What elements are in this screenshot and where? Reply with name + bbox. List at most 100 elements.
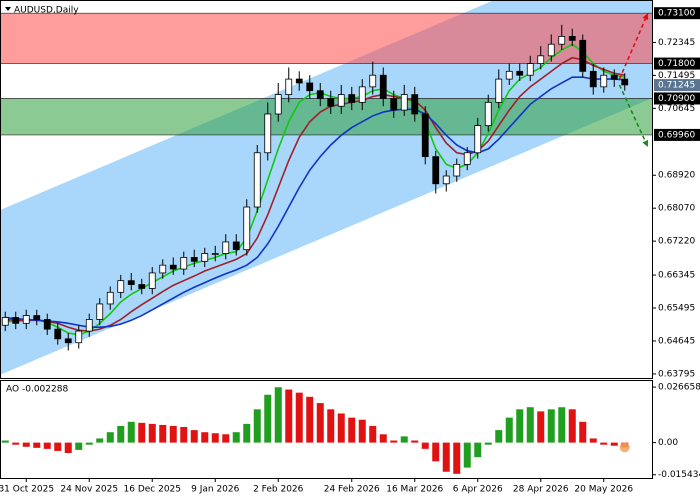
candle-body — [537, 55, 545, 64]
candle-body — [453, 163, 461, 177]
candle-body — [558, 36, 566, 45]
candle-body — [148, 272, 156, 289]
candle-body — [379, 74, 387, 99]
axes: 0.72345 0.71495 0.70645 0.68920 0.68070 0.672… — [0, 7, 700, 495]
candle-body — [463, 152, 471, 165]
y-tick-label: 0.71495 — [658, 71, 695, 81]
candle-body — [117, 280, 125, 293]
candle-body — [316, 90, 324, 99]
candle-body — [159, 264, 167, 274]
trend-channel — [0, 0, 652, 375]
candle-body — [484, 101, 492, 127]
ao-bar — [568, 409, 576, 443]
candle-body — [75, 330, 83, 344]
level-box — [654, 92, 700, 105]
ao-bar — [22, 442, 30, 447]
ao-bar — [243, 423, 251, 443]
ao-bar — [222, 434, 230, 443]
ao-bar — [432, 442, 440, 462]
ao-bar — [159, 424, 167, 443]
y-tick-label: 0.68920 — [658, 171, 695, 181]
candle-body — [579, 39, 587, 72]
candle-body — [85, 319, 93, 332]
ao-bar — [54, 442, 62, 451]
ao-bar — [264, 394, 272, 443]
candle-body — [138, 284, 146, 289]
ao-bar — [12, 442, 20, 445]
ao-bar — [516, 409, 524, 443]
ao-bar — [106, 432, 114, 443]
ao-bar — [327, 409, 335, 443]
price-zone — [0, 98, 652, 135]
candle-body — [411, 94, 419, 115]
ao-title: AO — [6, 385, 19, 395]
y-tick-label: 0.65495 — [658, 304, 695, 314]
price-plot — [0, 0, 652, 375]
ao-bar — [232, 432, 240, 443]
moving-average — [5, 76, 625, 329]
x-tick-label: 31 Oct 2025 — [0, 485, 54, 495]
ao-bar — [75, 442, 83, 450]
ao-bar — [180, 427, 188, 443]
level-label: 0.71800 — [658, 59, 695, 69]
y-tick-label: 0.026658 — [658, 383, 700, 393]
level-label: 0.73100 — [658, 9, 695, 19]
arrow-head — [642, 139, 648, 147]
ao-bar — [442, 442, 450, 472]
candle-body — [369, 74, 377, 88]
candle-body — [516, 70, 524, 76]
candle-body — [243, 206, 251, 251]
ao-bar — [379, 434, 387, 443]
candle-body — [337, 94, 345, 107]
level-box — [654, 7, 700, 20]
ao-bar — [274, 387, 282, 443]
ao-bar — [285, 389, 293, 443]
y-tick-label: 0.66345 — [658, 271, 695, 281]
ao-bar — [421, 442, 429, 449]
ao-bar — [96, 438, 104, 443]
candle-body — [169, 264, 177, 270]
candle-body — [295, 78, 303, 84]
ao-bar — [558, 407, 566, 443]
candle-body — [306, 82, 314, 92]
ao-bar — [463, 442, 471, 468]
ao-bar — [589, 438, 597, 443]
candle-body — [526, 63, 534, 76]
y-tick-label: -0.015434 — [658, 470, 700, 480]
arrow-head — [642, 13, 649, 21]
y-tick-label: 0.63795 — [658, 369, 695, 379]
ao-bar — [600, 442, 608, 445]
candle-body — [43, 319, 51, 330]
candle-body — [358, 86, 366, 103]
candle-body — [568, 36, 576, 41]
forecast-arrow — [618, 12, 649, 80]
x-tick-label: 16 Dec 2025 — [124, 485, 182, 495]
x-tick-label: 9 Jan 2026 — [191, 485, 239, 495]
ao-bar — [484, 442, 492, 445]
ao-bar — [495, 430, 503, 443]
ao-bar — [390, 440, 398, 443]
candle-body — [1, 317, 9, 326]
candle-body — [127, 280, 135, 285]
ao-bar — [117, 425, 125, 443]
current-price-label: 0.71245 — [658, 81, 695, 91]
candle-body — [106, 291, 114, 305]
ao-bar — [526, 407, 534, 443]
candle-body — [96, 303, 104, 320]
ao-frame — [0, 380, 653, 479]
y-tick-label: 0.72345 — [658, 38, 695, 48]
candle-body — [327, 98, 335, 107]
forecast-arrow — [618, 84, 649, 148]
candle-body — [495, 78, 503, 103]
candle-body — [33, 315, 41, 320]
price-zone — [0, 13, 652, 64]
y-tick-label: 0.68070 — [658, 204, 695, 214]
level-box — [654, 57, 700, 70]
ao-bar — [148, 423, 156, 443]
candle-body — [222, 241, 230, 254]
candle-body — [400, 94, 408, 111]
candle-body — [505, 70, 513, 80]
candle-body — [348, 94, 356, 103]
y-tick-label: 0.64645 — [658, 336, 695, 346]
